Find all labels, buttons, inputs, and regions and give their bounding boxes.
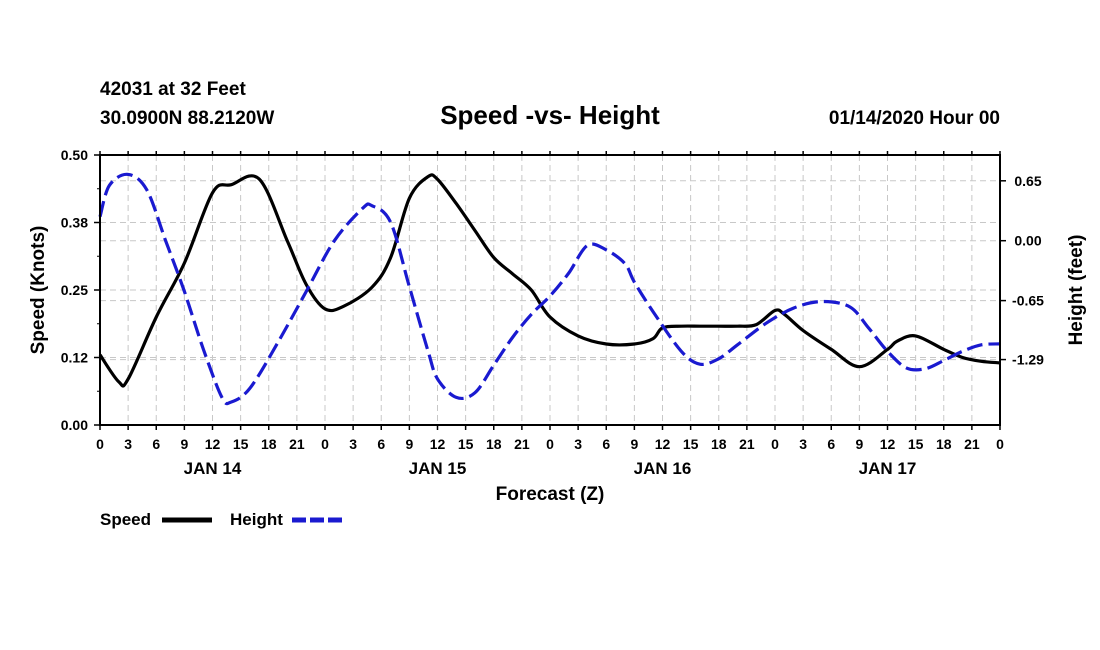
x-tick-label: 9 — [855, 436, 863, 452]
y-left-tick-label: 0.12 — [61, 350, 88, 366]
x-tick-label: 3 — [349, 436, 357, 452]
x-tick-label: 6 — [827, 436, 835, 452]
series-line-height — [98, 172, 1001, 406]
chart-title: Speed -vs- Height — [440, 100, 660, 130]
data-series — [98, 172, 1001, 406]
x-tick-label: 15 — [683, 436, 699, 452]
y-left-tick-label: 0.38 — [61, 215, 88, 231]
y-right-axis-label: Height (feet) — [1066, 235, 1087, 346]
x-tick-label: 12 — [205, 436, 221, 452]
x-tick-label: 15 — [233, 436, 249, 452]
x-tick-label: 6 — [377, 436, 385, 452]
y-right-tick-label: 0.65 — [1014, 173, 1041, 189]
day-label: JAN 14 — [184, 459, 242, 478]
x-axis-label: Forecast (Z) — [496, 484, 605, 505]
y-left-tick-label: 0.50 — [61, 147, 88, 163]
x-tick-label: 12 — [430, 436, 446, 452]
x-tick-label: 18 — [486, 436, 502, 452]
x-tick-label: 3 — [124, 436, 132, 452]
y-left-axis-label: Speed (Knots) — [28, 226, 49, 355]
x-tick-label: 21 — [289, 436, 305, 452]
x-tick-label: 9 — [630, 436, 638, 452]
x-tick-label: 15 — [908, 436, 924, 452]
x-tick-label: 18 — [711, 436, 727, 452]
y-left-tick-label: 0.00 — [61, 417, 88, 433]
y-right-tick-label: 0.00 — [1014, 233, 1041, 249]
day-label: JAN 17 — [859, 459, 917, 478]
x-tick-label: 6 — [602, 436, 610, 452]
station-position: 30.0900N 88.2120W — [100, 108, 274, 129]
x-tick-label: 9 — [180, 436, 188, 452]
x-tick-label: 0 — [996, 436, 1004, 452]
x-tick-label: 21 — [739, 436, 755, 452]
x-tick-label: 12 — [880, 436, 896, 452]
x-tick-label: 0 — [321, 436, 329, 452]
axes: 0 3 6 9 12 15 18 21 0 3 6 9 12 15 18 21 0 3 6 9 12 15 18 21 0 3 6 9… — [61, 147, 1044, 478]
forecast-date: 01/14/2020 Hour 00 — [829, 108, 1000, 129]
day-label: JAN 15 — [409, 459, 467, 478]
grid-lines — [100, 155, 1000, 425]
legend: Speed Height — [100, 510, 342, 529]
y-left-tick-label: 0.25 — [61, 282, 88, 298]
series-line-speed — [98, 173, 1001, 388]
x-tick-label: 9 — [405, 436, 413, 452]
legend-speed-label: Speed — [100, 510, 151, 529]
x-tick-label: 15 — [458, 436, 474, 452]
x-tick-label: 0 — [546, 436, 554, 452]
x-tick-label: 12 — [655, 436, 671, 452]
x-tick-label: 21 — [964, 436, 980, 452]
y-right-tick-label: -0.65 — [1012, 293, 1044, 309]
x-tick-label: 0 — [771, 436, 779, 452]
legend-height-label: Height — [230, 510, 283, 529]
day-label: JAN 16 — [634, 459, 692, 478]
x-tick-label: 6 — [152, 436, 160, 452]
station-title: 42031 at 32 Feet — [100, 79, 246, 100]
x-tick-label: 18 — [936, 436, 952, 452]
x-tick-label: 0 — [96, 436, 104, 452]
x-tick-label: 18 — [261, 436, 277, 452]
x-tick-label: 3 — [574, 436, 582, 452]
x-tick-label: 3 — [799, 436, 807, 452]
x-tick-label: 21 — [514, 436, 530, 452]
y-right-tick-label: -1.29 — [1012, 352, 1044, 368]
